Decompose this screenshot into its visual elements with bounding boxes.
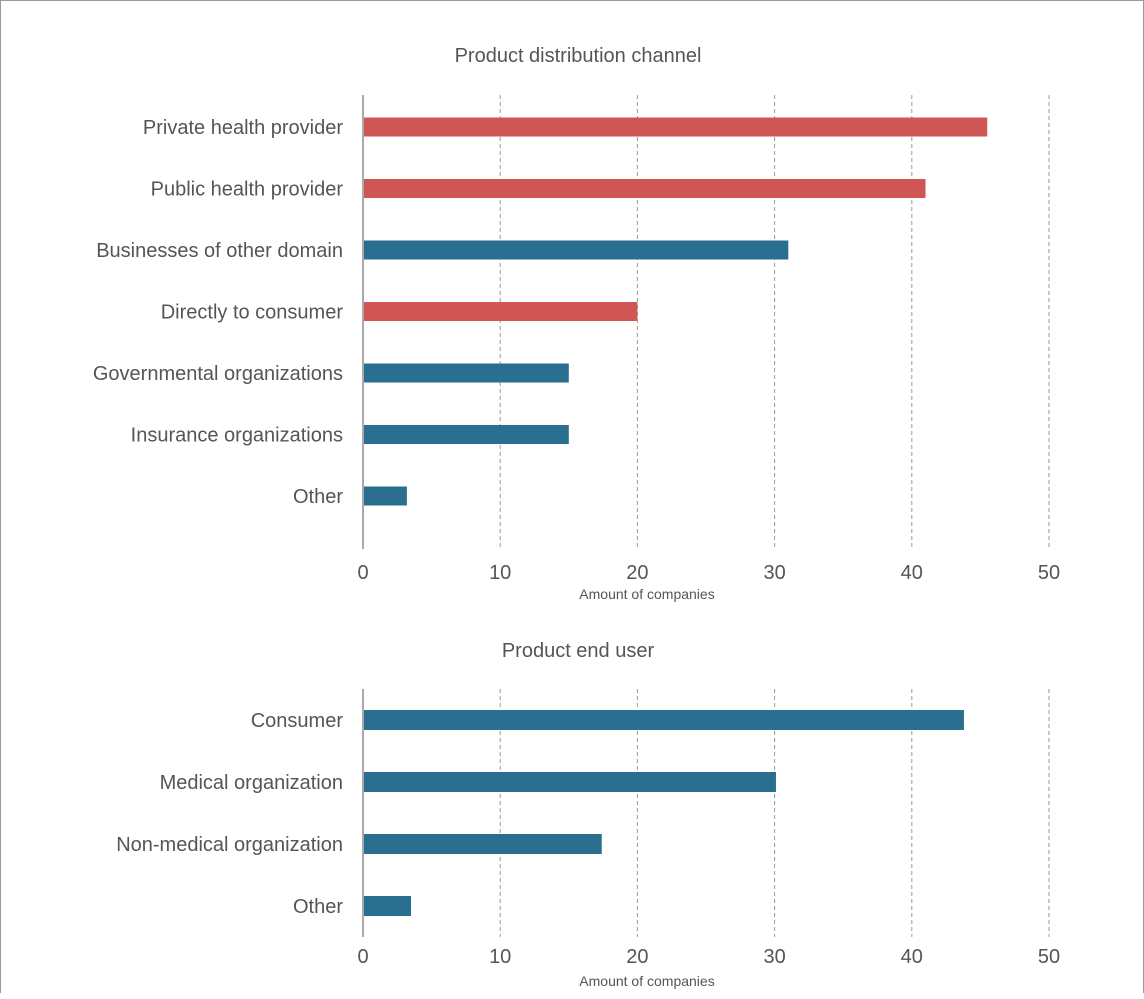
x-tick-label: 30 (763, 562, 785, 584)
category-label: Medical organization (160, 772, 343, 794)
category-label: Consumer (251, 710, 344, 732)
category-label: Other (293, 896, 343, 918)
category-label: Businesses of other domain (96, 240, 343, 262)
category-label: Governmental organizations (93, 363, 343, 385)
x-tick-label: 30 (763, 946, 785, 968)
category-label: Insurance organizations (131, 425, 343, 447)
bar (364, 896, 412, 916)
category-label: Non-medical organization (116, 834, 343, 856)
x-tick-label: 0 (357, 562, 368, 584)
end-user-chart: Product end user Amount of companies Con… (116, 640, 1060, 989)
x-tick-label: 10 (489, 562, 511, 584)
x-axis-label: Amount of companies (579, 586, 714, 602)
chart-title: Product distribution channel (455, 45, 702, 67)
x-tick-label: 50 (1038, 946, 1060, 968)
x-tick-label: 10 (489, 946, 511, 968)
bar (364, 363, 569, 383)
x-axis-label: Amount of companies (579, 973, 714, 989)
bar (364, 772, 776, 792)
chart-title: Product end user (502, 640, 655, 662)
distribution-channel-chart: Product distribution channel Amount of c… (93, 45, 1060, 602)
category-label: Public health provider (151, 179, 344, 201)
bar (364, 240, 789, 260)
bar (364, 179, 926, 198)
x-tick-label: 40 (901, 562, 923, 584)
x-tick-label: 20 (626, 946, 648, 968)
bar (364, 834, 602, 854)
bar (364, 425, 569, 444)
category-label: Private health provider (143, 117, 343, 139)
x-tick-label: 20 (626, 562, 648, 584)
bar (364, 710, 964, 730)
category-label: Directly to consumer (161, 302, 344, 324)
bar (364, 302, 638, 321)
bar (364, 117, 988, 137)
bar (364, 486, 407, 506)
x-tick-label: 40 (901, 946, 923, 968)
x-tick-label: 50 (1038, 562, 1060, 584)
category-label: Other (293, 486, 343, 508)
x-tick-label: 0 (357, 946, 368, 968)
